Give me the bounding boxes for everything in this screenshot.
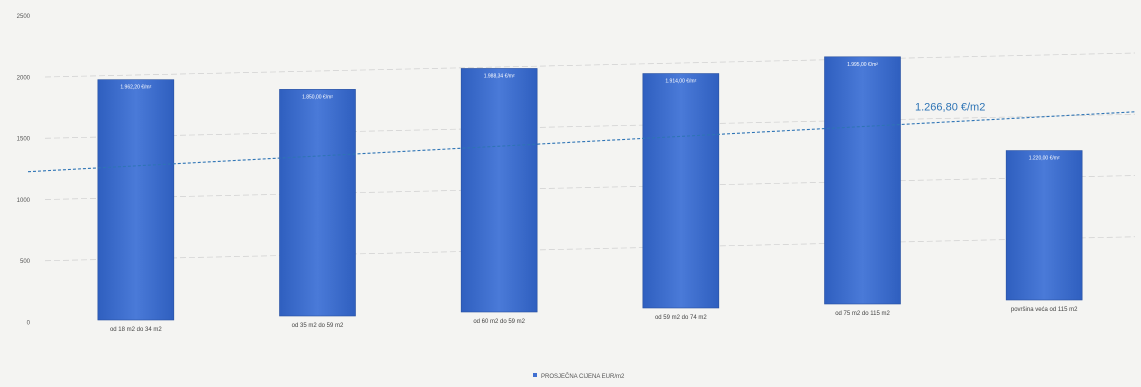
trend-layer (27, 111, 1136, 173)
gridline (44, 52, 1136, 78)
y-tick-label: 2000 (17, 75, 31, 81)
category-label: površina veća od 115 m2 (1011, 307, 1078, 313)
category-label: od 18 m2 do 34 m2 (110, 327, 162, 333)
y-tick-label: 2500 (17, 14, 31, 20)
data-label: 1.962,20 €/m² (120, 85, 151, 91)
y-tick-label: 1500 (17, 137, 31, 143)
grid-layer (44, 52, 1136, 262)
data-label: 1.220,00 €/m² (1029, 156, 1060, 162)
y-tick-label: 0 (27, 320, 31, 326)
trendline (27, 111, 1136, 173)
data-label: 1.995,00 €/m² (847, 62, 878, 68)
bar (824, 56, 901, 305)
data-label: 1.850,00 €/m² (302, 94, 333, 100)
category-label: od 35 m2 do 59 m2 (292, 323, 344, 329)
bar (642, 73, 720, 309)
y-tick-label: 500 (20, 259, 31, 265)
legend: PROSJEČNA CIJENA EUR/m2 (533, 373, 625, 380)
bar-layer (97, 56, 1083, 321)
bar (97, 79, 175, 321)
category-label: od 59 m2 do 74 m2 (655, 315, 707, 321)
gridline (44, 113, 1136, 139)
bar (460, 68, 538, 313)
bar (279, 89, 356, 317)
data-label: 1.914,00 €/m² (665, 79, 696, 85)
trendline-label: 1.266,80 €/m2 (915, 102, 985, 114)
data-label: 1.988,34 €/m² (484, 73, 515, 79)
bar (1005, 150, 1083, 301)
legend-label: PROSJEČNA CIJENA EUR/m2 (541, 373, 625, 380)
category-label: od 60 m2 do 59 m2 (473, 319, 525, 325)
label-layer: 0 500 1000 1500 2000 2500 1.962,20 €/m² od 18 m… (17, 14, 1078, 333)
y-tick-label: 1000 (17, 198, 31, 204)
legend-swatch (533, 373, 537, 377)
gridline (44, 175, 1136, 200)
gridline (44, 236, 1136, 262)
category-label: od 75 m2 do 115 m2 (835, 311, 890, 317)
